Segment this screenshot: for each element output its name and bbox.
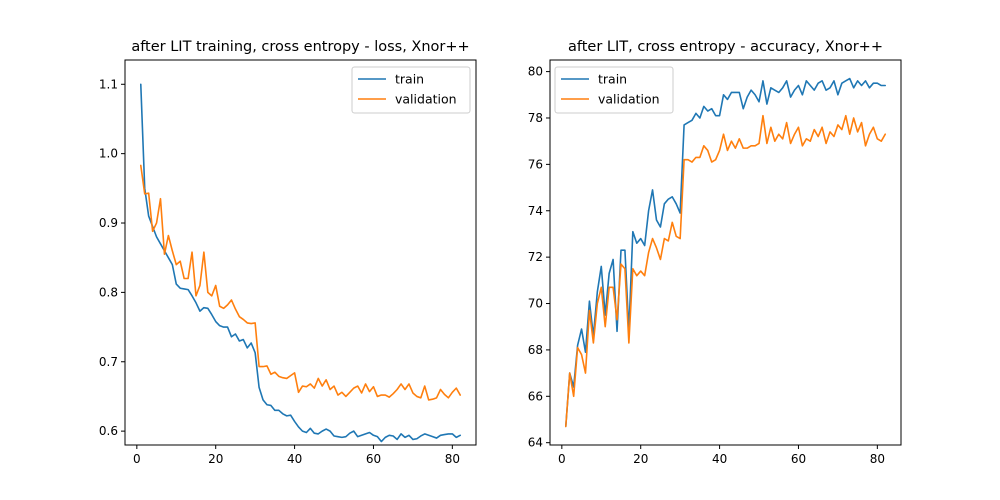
chart-title: after LIT training, cross entropy - loss… <box>131 39 469 55</box>
y-tick-label: 0.9 <box>99 216 118 230</box>
x-tick-label: 40 <box>287 452 302 466</box>
y-tick-label: 0.8 <box>99 285 118 299</box>
y-tick-label: 78 <box>528 111 543 125</box>
legend-label-validation: validation <box>598 92 660 107</box>
y-tick-label: 76 <box>528 157 543 171</box>
legend-label-train: train <box>395 72 424 87</box>
y-tick-label: 70 <box>528 297 543 311</box>
series-line-validation <box>139 164 462 401</box>
y-tick-label: 80 <box>528 65 543 79</box>
legend-label-train: train <box>598 72 627 87</box>
y-tick-label: 0.7 <box>99 355 118 369</box>
y-tick-label: 68 <box>528 343 543 357</box>
legend: train validation <box>351 66 471 114</box>
chart-panel-2: after LIT, cross entropy - accuracy, Xno… <box>528 39 902 466</box>
chart-title: after LIT, cross entropy - accuracy, Xno… <box>568 39 883 55</box>
x-tick-label: 80 <box>445 452 460 466</box>
plot-frame <box>124 59 477 446</box>
legend: train validation <box>554 66 674 114</box>
x-tick-label: 20 <box>208 452 223 466</box>
chart-panel-1: after LIT training, cross entropy - loss… <box>99 39 477 466</box>
y-tick-label: 0.6 <box>99 424 118 438</box>
x-tick-label: 0 <box>133 452 141 466</box>
plot-frame <box>549 59 902 446</box>
y-tick-label: 74 <box>528 204 543 218</box>
x-tick-label: 60 <box>791 452 806 466</box>
legend-label-validation: validation <box>395 92 457 107</box>
series-line-validation <box>564 114 887 428</box>
x-tick-label: 20 <box>633 452 648 466</box>
y-tick-label: 1.1 <box>99 77 118 91</box>
y-tick-label: 64 <box>528 436 543 450</box>
y-tick-label: 72 <box>528 250 543 264</box>
y-tick-label: 1.0 <box>99 147 118 161</box>
y-tick-label: 66 <box>528 389 543 403</box>
series-line-train <box>564 77 887 428</box>
x-tick-label: 40 <box>712 452 727 466</box>
x-tick-label: 80 <box>870 452 885 466</box>
x-tick-label: 60 <box>366 452 381 466</box>
x-tick-label: 0 <box>558 452 566 466</box>
series-line-train <box>139 83 462 443</box>
